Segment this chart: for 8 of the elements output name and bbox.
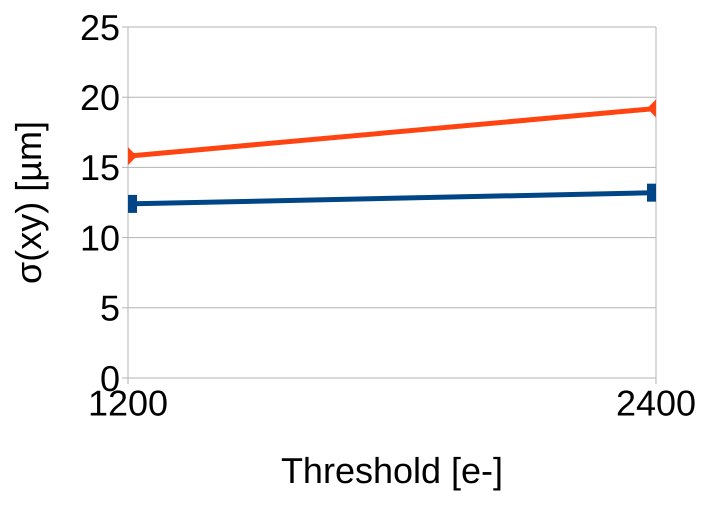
y-tick-label: 5 [100,288,120,329]
y-tick-label: 20 [80,76,120,118]
x-tick-label: 2400 [616,382,696,424]
y-axis-title: σ(xy) [µm] [8,121,49,284]
x-axis-title: Threshold [e-] [280,450,504,491]
y-tick-label: 25 [80,6,120,48]
y-tick-label: 10 [80,217,120,258]
y-tick-label: 15 [80,147,120,188]
